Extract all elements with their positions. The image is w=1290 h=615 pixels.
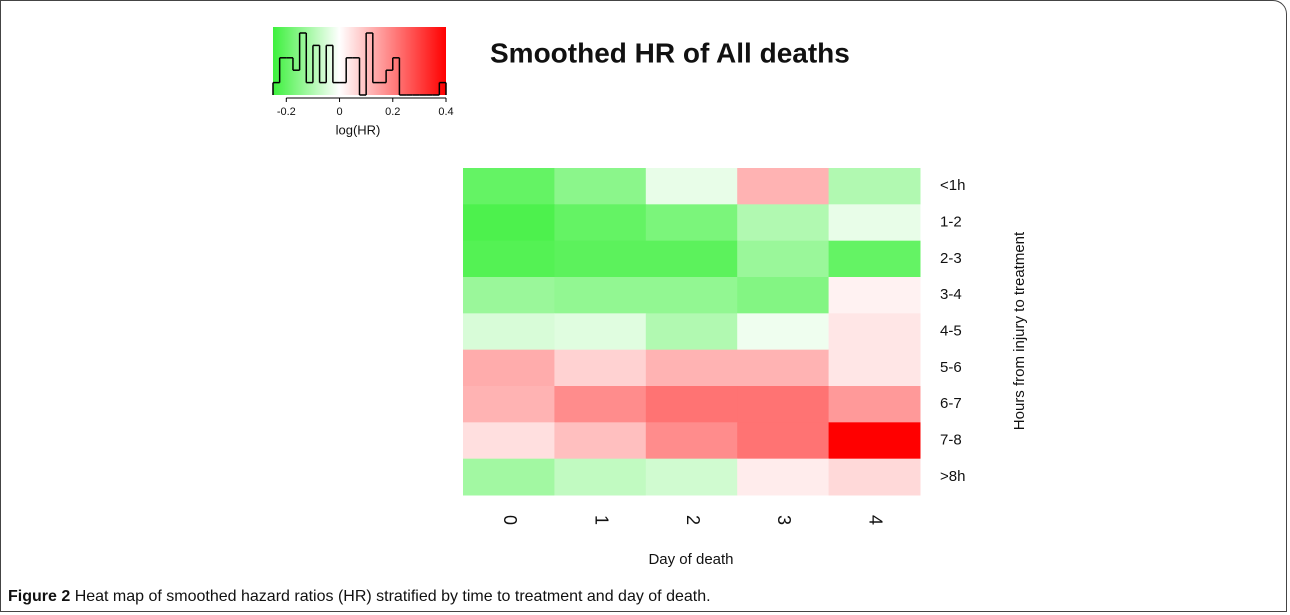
heatmap-cell	[645, 458, 738, 496]
heatmap-cell	[737, 277, 830, 314]
heatmap-cell	[828, 458, 921, 496]
heatmap-cell	[828, 313, 921, 351]
caption-label: Figure 2	[8, 588, 71, 605]
heatmap-cell	[828, 422, 921, 460]
row-label: 5-6	[940, 359, 962, 376]
x-axis-label: Day of death	[648, 551, 733, 568]
heatmap-cell	[463, 277, 555, 314]
heatmap-cell	[463, 422, 555, 460]
heatmap-cell	[828, 386, 921, 423]
heatmap-cell	[463, 386, 555, 423]
caption-text: Heat map of smoothed hazard ratios (HR) …	[74, 588, 711, 605]
row-label: 6-7	[940, 395, 962, 412]
heatmap-cell	[554, 204, 647, 242]
key-tick-label: 0.2	[385, 106, 400, 118]
key-tick-label: -0.2	[277, 106, 296, 118]
heatmap-cell	[828, 168, 921, 205]
heatmap-cell	[554, 168, 647, 205]
key-tick-label: 0.4	[438, 106, 453, 118]
heatmap-cell	[828, 349, 921, 387]
heatmap-cell	[554, 277, 647, 314]
heatmap-cell	[554, 386, 647, 423]
heatmap-cell	[737, 458, 830, 496]
heatmap-cell	[554, 240, 647, 278]
column-label: 1	[591, 515, 611, 525]
heatmap-cell	[737, 422, 830, 460]
heatmap-cell	[463, 458, 555, 496]
row-label: 4-5	[940, 322, 962, 339]
heatmap-cell	[645, 349, 738, 387]
row-label: 1-2	[940, 213, 962, 230]
heatmap-cell	[645, 313, 738, 351]
row-label: <1h	[940, 177, 965, 194]
heatmap-cell	[645, 168, 738, 205]
heatmap-cell	[463, 168, 555, 205]
caption: Figure 2 Heat map of smoothed hazard rat…	[8, 588, 711, 606]
heatmap-cell	[645, 277, 738, 314]
heatmap-cell	[645, 386, 738, 423]
heatmap-cell	[737, 240, 830, 278]
heatmap-cell	[645, 204, 738, 242]
row-label: 7-8	[940, 431, 962, 448]
column-label: 3	[774, 515, 794, 525]
heatmap-cell	[737, 313, 830, 351]
heatmap-cell	[554, 313, 647, 351]
key-label: log(HR)	[336, 122, 381, 137]
heatmap-cell	[554, 349, 647, 387]
chart-title: Smoothed HR of All deaths	[490, 37, 850, 68]
heatmap-cell	[554, 458, 647, 496]
row-label: 3-4	[940, 286, 962, 303]
column-label: 0	[500, 515, 520, 525]
heatmap-cell	[463, 240, 555, 278]
y-axis-label: Hours from injury to treatment	[1011, 231, 1028, 430]
row-label: >8h	[940, 468, 965, 485]
heatmap-cell	[645, 422, 738, 460]
heatmap-cell	[737, 349, 830, 387]
heatmap-cell	[737, 168, 830, 205]
heatmap-cell	[828, 204, 921, 242]
column-label: 2	[683, 515, 703, 525]
heatmap-cell	[554, 422, 647, 460]
row-label: 2-3	[940, 250, 962, 267]
heatmap-cell	[645, 240, 738, 278]
column-label: 4	[866, 515, 886, 525]
heatmap-cell	[463, 313, 555, 351]
heatmap-cell	[737, 386, 830, 423]
key-tick-label: 0	[336, 106, 342, 118]
heatmap-cell	[828, 277, 921, 314]
heatmap-cell	[737, 204, 830, 242]
chart: Smoothed HR of All deaths Day of death H…	[272, 27, 1028, 568]
heatmap-cell	[463, 349, 555, 387]
heatmap-cell	[828, 240, 921, 278]
heatmap-cell	[463, 204, 555, 242]
